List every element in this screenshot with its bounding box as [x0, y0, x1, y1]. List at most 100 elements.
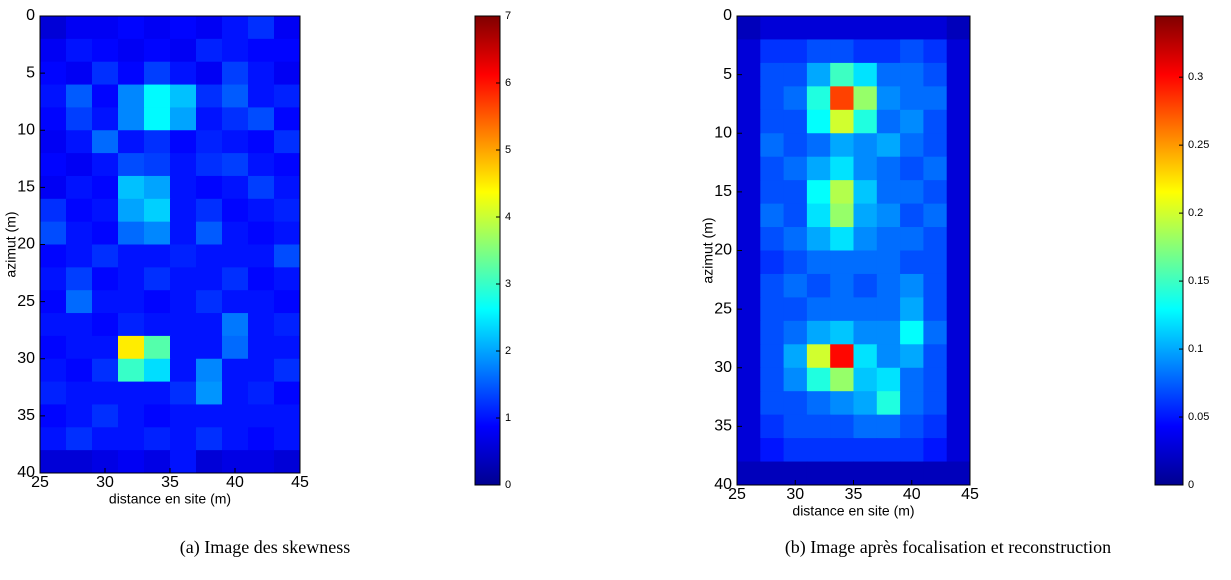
heatmap-cell [783, 438, 808, 463]
heatmap-cell [853, 227, 878, 251]
heatmap-cell [946, 438, 971, 463]
heatmap-cell [40, 335, 67, 360]
heatmap-cell [853, 461, 878, 486]
heatmap-cell [248, 358, 275, 383]
heatmap-cell [248, 175, 275, 200]
heatmap-cell [900, 461, 924, 486]
heatmap-cell [118, 335, 145, 360]
heatmap-cell [946, 250, 971, 275]
y-axis-label: azimut (m) [3, 211, 19, 277]
colorbar-tick-label: 7 [505, 10, 511, 22]
heatmap-cell [830, 250, 854, 275]
heatmap-cell [760, 86, 785, 111]
colorbar [474, 15, 501, 486]
colorbar-tick-label: 3 [505, 278, 511, 290]
heatmap-cell [876, 344, 901, 369]
heatmap-cell [144, 381, 171, 405]
heatmap-cell [66, 335, 93, 360]
heatmap-cell [118, 38, 145, 63]
colorbar-tick-label: 0.25 [1188, 139, 1209, 151]
heatmap-cell [876, 62, 901, 87]
y-tick-label: 15 [17, 179, 35, 196]
heatmap-cell [830, 227, 854, 251]
heatmap-cell [40, 84, 67, 108]
heatmap-cell [783, 344, 808, 369]
x-tick-label: 45 [291, 474, 309, 491]
heatmap-cell [66, 221, 93, 245]
heatmap-cell [830, 273, 854, 298]
heatmap-cell [783, 203, 808, 228]
heatmap-cell [40, 130, 67, 154]
y-tick-label: 10 [714, 124, 732, 141]
heatmap-cell [118, 175, 145, 200]
heatmap-cell [923, 414, 948, 439]
heatmap-cell [783, 391, 808, 416]
heatmap-cell [118, 290, 145, 314]
heatmap-cell [222, 290, 249, 314]
heatmap-cell [900, 438, 924, 463]
heatmap-cell [144, 198, 171, 223]
y-tick-label: 20 [17, 236, 35, 253]
heatmap-cell [900, 39, 924, 64]
heatmap-cell [946, 391, 971, 416]
heatmap-cell [923, 344, 948, 369]
heatmap-cell [737, 180, 761, 205]
heatmap-cell [170, 84, 197, 108]
heatmap-cell [144, 450, 171, 474]
y-tick-label: 10 [17, 121, 35, 138]
y-tick-label: 35 [17, 407, 35, 424]
heatmap-cell [923, 62, 948, 87]
colorbar-tick-label: 1 [505, 412, 511, 424]
heatmap-cell [876, 391, 901, 416]
colorbar-tick-label: 0.1 [1188, 343, 1203, 355]
heatmap-cell [783, 16, 808, 40]
heatmap-cell [946, 203, 971, 228]
heatmap-cell [196, 130, 223, 154]
heatmap-cell [170, 427, 197, 451]
heatmap-cell [274, 107, 301, 131]
heatmap-cell [40, 381, 67, 405]
heatmap-cell [274, 175, 301, 200]
heatmap-cell [923, 438, 948, 463]
heatmap-cell [170, 38, 197, 63]
heatmap-cell [830, 344, 854, 369]
heatmap-cell [876, 273, 901, 298]
heatmap-cell [806, 461, 831, 486]
heatmap-cell [806, 344, 831, 369]
heatmap-cell [248, 16, 275, 40]
heatmap-cell [66, 61, 93, 86]
heatmap-cell [66, 427, 93, 451]
heatmap-cell [144, 130, 171, 154]
heatmap-cell [830, 297, 854, 322]
heatmap-cell [783, 320, 808, 345]
heatmap-cell [196, 221, 223, 245]
heatmap-cell [170, 175, 197, 200]
heatmap-cell [760, 273, 785, 298]
heatmap-cell [923, 273, 948, 298]
heatmap-cell [196, 61, 223, 86]
heatmap-cell [900, 16, 924, 40]
heatmap-cell [222, 84, 249, 108]
heatmap-cell [222, 244, 249, 268]
heatmap-cell [923, 250, 948, 275]
heatmap-cell [170, 381, 197, 405]
heatmap-cell [923, 461, 948, 486]
x-axis-label: distance en site (m) [792, 503, 914, 519]
heatmap-cell [900, 180, 924, 205]
heatmap-cell [737, 203, 761, 228]
heatmap-cell [853, 109, 878, 134]
y-tick-label: 15 [714, 183, 732, 200]
heatmap-cell [144, 244, 171, 268]
heatmap-cell [923, 133, 948, 158]
heatmap-cell [760, 297, 785, 322]
heatmap-cell [737, 438, 761, 463]
heatmap-cell [196, 38, 223, 63]
heatmap-cell [853, 39, 878, 64]
heatmap-cell [830, 320, 854, 345]
heatmap-cell [274, 404, 301, 428]
heatmap-cell [248, 38, 275, 63]
heatmap-cell [946, 16, 971, 40]
heatmap-cell [222, 450, 249, 474]
caption: (b) Image après focalisation et reconstr… [785, 537, 1111, 558]
heatmap-cell [248, 107, 275, 131]
